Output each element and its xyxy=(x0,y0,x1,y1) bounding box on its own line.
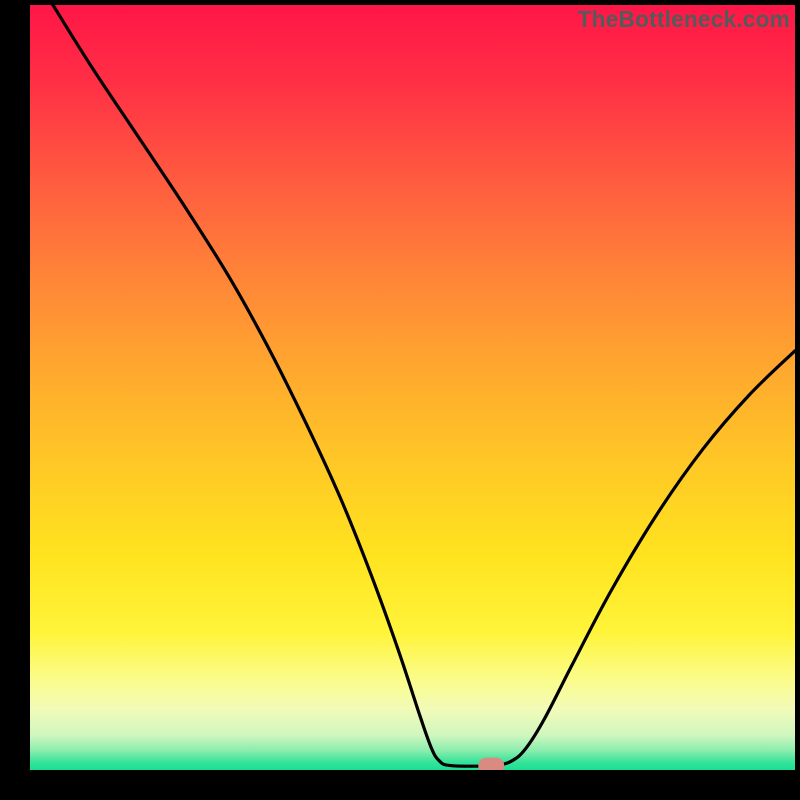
chart-frame: TheBottleneck.com xyxy=(0,0,800,800)
plot-area xyxy=(30,5,795,770)
gradient-background xyxy=(30,5,795,770)
watermark-text: TheBottleneck.com xyxy=(578,6,790,33)
optimal-marker xyxy=(478,758,504,770)
bottleneck-curve-chart xyxy=(30,5,795,770)
